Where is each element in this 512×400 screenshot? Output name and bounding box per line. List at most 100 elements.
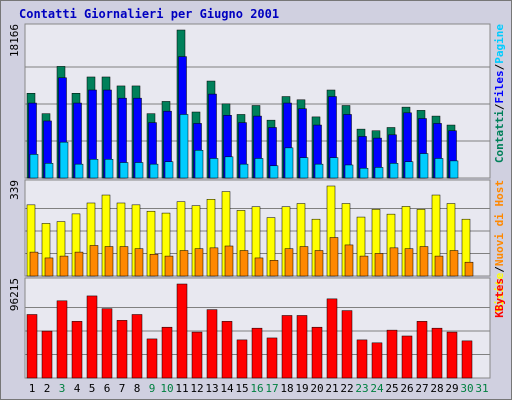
bar-pagine <box>359 167 369 179</box>
bar-pagine <box>434 158 444 179</box>
x-tick-label: 12 <box>190 382 203 395</box>
bar-pagine <box>194 150 204 179</box>
bar-host <box>419 246 429 277</box>
bar-kbytes <box>146 338 158 379</box>
x-tick-label: 5 <box>89 382 96 395</box>
bar-kbytes <box>236 339 248 379</box>
bar-host <box>74 251 84 277</box>
x-tick-label: 14 <box>220 382 234 395</box>
bar-pagine <box>449 160 459 179</box>
bar-pagine <box>74 163 84 179</box>
bar-kbytes <box>116 320 128 379</box>
bar-pagine <box>404 161 414 179</box>
x-tick-label: 15 <box>235 382 248 395</box>
bar-pagine <box>149 163 159 179</box>
bar-kbytes <box>56 300 68 379</box>
bar-host <box>44 257 54 277</box>
bar-kbytes <box>356 339 368 379</box>
bar-pagine <box>374 167 384 179</box>
bar-pagine <box>239 163 249 179</box>
x-tick-label: 19 <box>295 382 308 395</box>
bar-pagine <box>89 159 99 179</box>
bar-pagine <box>389 163 399 179</box>
bar-host <box>359 255 369 277</box>
legend-entry: Visite <box>493 272 506 312</box>
legend-top: Contatti/Files/Pagine <box>493 24 506 163</box>
bar-kbytes <box>446 331 458 379</box>
bar-host <box>89 245 99 277</box>
bar-host <box>224 245 234 277</box>
bar-kbytes <box>41 330 53 379</box>
bar-kbytes <box>101 308 113 379</box>
legend-middle: Visite/Nuovi di Host <box>493 180 506 312</box>
bar-pagine <box>164 161 174 179</box>
y-max-label: 339 <box>8 180 21 200</box>
legend-bottom: KBytes <box>493 278 506 318</box>
bar-kbytes <box>71 321 83 379</box>
x-tick-label: 6 <box>104 382 111 395</box>
bar-host <box>434 255 444 277</box>
bar-kbytes <box>86 295 98 379</box>
bar-host <box>254 257 264 277</box>
bar-kbytes <box>461 340 473 379</box>
bar-kbytes <box>26 314 38 379</box>
legend-entry: / <box>493 266 506 273</box>
x-tick-label: 17 <box>265 382 278 395</box>
bar-host <box>269 260 279 277</box>
bar-host <box>404 248 414 277</box>
x-tick-label: 22 <box>340 382 353 395</box>
bar-kbytes <box>296 315 308 379</box>
bar-host <box>209 247 219 277</box>
bar-kbytes <box>221 321 233 379</box>
bar-pagine <box>119 162 129 179</box>
x-tick-label: 8 <box>134 382 141 395</box>
x-tick-label: 13 <box>205 382 218 395</box>
x-tick-label: 1 <box>29 382 36 395</box>
bar-kbytes <box>416 321 428 379</box>
x-tick-label: 29 <box>445 382 458 395</box>
x-tick-label: 31 <box>475 382 488 395</box>
bar-pagine <box>269 165 279 179</box>
bar-host <box>299 246 309 277</box>
bar-host <box>374 253 384 277</box>
x-tick-label: 16 <box>250 382 263 395</box>
bar-kbytes <box>431 327 443 379</box>
legend-entry: / <box>493 63 506 70</box>
x-tick-label: 28 <box>430 382 443 395</box>
x-tick-label: 3 <box>59 382 66 395</box>
x-tick-label: 10 <box>160 382 173 395</box>
bar-pagine <box>134 162 144 179</box>
bar-host <box>104 246 114 277</box>
x-tick-label: 27 <box>415 382 428 395</box>
bar-kbytes <box>161 326 173 379</box>
x-tick-label: 11 <box>175 382 188 395</box>
bar-pagine <box>104 159 114 179</box>
x-tick-label: 24 <box>370 382 384 395</box>
x-tick-label: 4 <box>74 382 81 395</box>
x-tick-label: 18 <box>280 382 293 395</box>
bar-host <box>389 247 399 277</box>
legend-entry: / <box>493 103 506 110</box>
bar-host <box>29 251 39 277</box>
y-max-label: 96215 <box>8 278 21 311</box>
bar-kbytes <box>191 331 203 379</box>
x-tick-label: 26 <box>400 382 413 395</box>
bar-host <box>464 261 474 277</box>
bar-pagine <box>314 163 324 179</box>
bar-kbytes <box>206 309 218 379</box>
bar-host <box>134 248 144 277</box>
bar-host <box>329 237 339 277</box>
bar-host <box>59 255 69 277</box>
bar-kbytes <box>326 298 338 379</box>
bar-pagine <box>329 157 339 179</box>
legend-entry: Pagine <box>493 24 506 64</box>
bar-host <box>194 248 204 277</box>
bar-pagine <box>29 154 39 179</box>
bar-pagine <box>209 158 219 179</box>
bar-kbytes <box>371 342 383 379</box>
chart-title: Contatti Giornalieri per Giugno 2001 <box>19 7 280 21</box>
x-tick-label: 30 <box>460 382 473 395</box>
bar-host <box>449 250 459 277</box>
bar-kbytes <box>281 315 293 379</box>
